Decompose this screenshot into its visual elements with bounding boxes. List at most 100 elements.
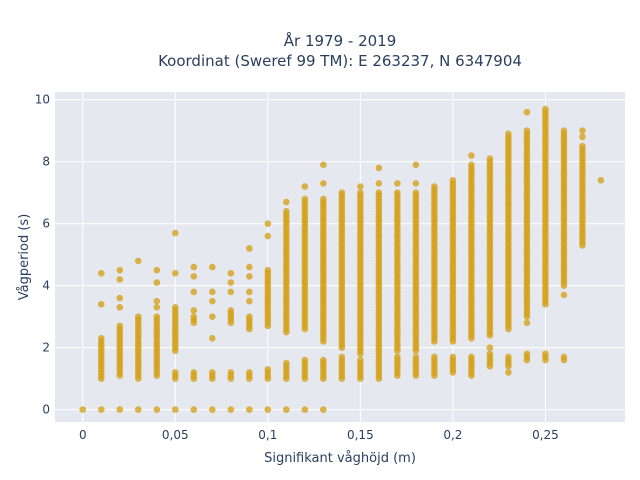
data-point <box>209 297 216 305</box>
data-point <box>153 279 161 286</box>
data-point <box>320 161 327 169</box>
data-point <box>431 183 438 190</box>
data-point <box>523 108 531 116</box>
data-point <box>468 353 475 361</box>
chart-title-line-1: År 1979 - 2019 <box>284 31 397 50</box>
data-point <box>246 288 253 296</box>
data-point <box>468 152 475 159</box>
data-point <box>209 313 216 320</box>
data-point <box>301 406 309 413</box>
data-point <box>153 406 161 413</box>
data-point <box>246 245 253 252</box>
y-tick-label: 2 <box>42 341 50 355</box>
data-point <box>190 263 198 271</box>
data-point <box>171 304 179 311</box>
y-axis-ticks: 0 2 4 6 8 10 <box>35 93 50 417</box>
data-point <box>171 229 179 237</box>
data-point <box>412 189 420 196</box>
data-point <box>468 161 475 169</box>
data-point <box>542 105 549 113</box>
data-point <box>227 279 235 286</box>
data-point <box>264 366 272 373</box>
data-point <box>116 304 124 311</box>
data-point <box>523 127 531 135</box>
x-tick-label: 0,25 <box>532 428 559 442</box>
data-point <box>283 208 290 215</box>
data-point <box>560 127 568 135</box>
data-point <box>486 155 494 162</box>
x-tick-label: 0,05 <box>162 428 189 442</box>
data-point <box>97 300 105 308</box>
data-point <box>375 180 383 187</box>
data-point <box>153 266 161 274</box>
data-point <box>505 353 512 361</box>
data-point <box>412 353 420 361</box>
y-tick-label: 10 <box>35 93 50 107</box>
data-point <box>560 291 568 299</box>
data-point <box>357 189 364 196</box>
y-tick-label: 6 <box>42 217 50 231</box>
data-point <box>171 269 179 277</box>
data-point <box>97 269 105 277</box>
data-point <box>153 313 161 320</box>
data-point <box>227 406 235 413</box>
data-point <box>283 406 290 413</box>
x-axis-ticks: 0 0,05 0,1 0,15 0,2 0,25 <box>79 428 559 442</box>
y-tick-label: 8 <box>42 155 50 169</box>
data-point <box>264 266 272 274</box>
data-point <box>79 406 87 413</box>
data-point <box>116 322 124 330</box>
data-point <box>320 180 327 187</box>
data-point <box>579 133 586 141</box>
data-point <box>375 189 383 196</box>
data-point <box>227 288 235 296</box>
data-point <box>246 313 253 320</box>
y-tick-label: 4 <box>42 279 50 293</box>
x-tick-label: 0,2 <box>443 428 462 442</box>
data-point <box>209 406 216 413</box>
data-point <box>227 307 235 314</box>
data-point <box>209 263 216 271</box>
data-point <box>171 369 179 376</box>
data-point <box>431 353 438 361</box>
data-point <box>264 220 272 227</box>
data-point <box>209 335 216 342</box>
data-point <box>97 335 105 342</box>
data-point <box>412 161 420 169</box>
data-point <box>283 359 290 367</box>
data-point <box>357 356 364 364</box>
data-point <box>486 344 494 351</box>
data-point <box>97 406 105 413</box>
data-point <box>171 406 179 413</box>
data-point <box>227 369 235 376</box>
x-tick-label: 0 <box>79 428 87 442</box>
data-point <box>134 257 142 265</box>
data-point <box>190 406 198 413</box>
data-point <box>134 406 142 413</box>
x-tick-label: 0,15 <box>347 428 374 442</box>
data-point <box>209 288 216 296</box>
data-point <box>394 353 401 361</box>
data-point <box>246 406 253 413</box>
data-point <box>597 177 605 184</box>
data-point <box>264 232 272 240</box>
data-point <box>523 350 531 358</box>
data-point <box>338 189 346 196</box>
data-point <box>264 406 272 413</box>
y-axis-title: Vågperiod (s) <box>17 214 32 301</box>
data-point <box>579 127 586 135</box>
data-point <box>116 406 124 413</box>
data-point <box>116 294 124 302</box>
data-point <box>320 356 327 364</box>
data-point <box>412 180 420 187</box>
data-point <box>523 319 531 327</box>
x-axis-title: Signifikant våghöjd (m) <box>264 451 416 466</box>
data-point <box>190 307 198 314</box>
x-tick-label: 0,1 <box>258 428 277 442</box>
data-point <box>320 406 327 413</box>
data-point <box>486 350 494 358</box>
data-point <box>449 353 457 361</box>
data-point <box>560 353 568 361</box>
data-point <box>357 183 364 190</box>
